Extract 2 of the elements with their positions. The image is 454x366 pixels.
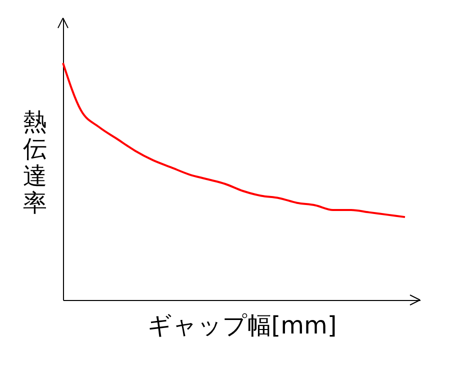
y-axis-title: 熱伝達率	[23, 108, 47, 217]
x-axis-title: ギャップ幅[mm]	[147, 312, 337, 340]
